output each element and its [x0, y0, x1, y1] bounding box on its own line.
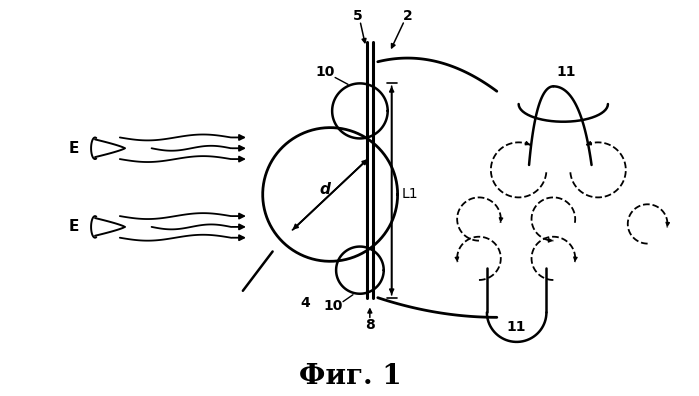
- Text: 10: 10: [324, 299, 343, 312]
- Text: d: d: [319, 182, 331, 197]
- Text: 4: 4: [301, 295, 310, 310]
- Text: 11: 11: [507, 320, 526, 334]
- Text: 10: 10: [315, 65, 335, 78]
- Text: L1: L1: [402, 187, 418, 202]
- Text: E: E: [69, 219, 80, 234]
- Text: 2: 2: [403, 9, 412, 23]
- Text: Фиг. 1: Фиг. 1: [298, 363, 401, 390]
- Text: 11: 11: [556, 65, 576, 78]
- Text: 5: 5: [353, 9, 363, 23]
- Text: E: E: [69, 141, 80, 156]
- Text: 8: 8: [365, 318, 375, 332]
